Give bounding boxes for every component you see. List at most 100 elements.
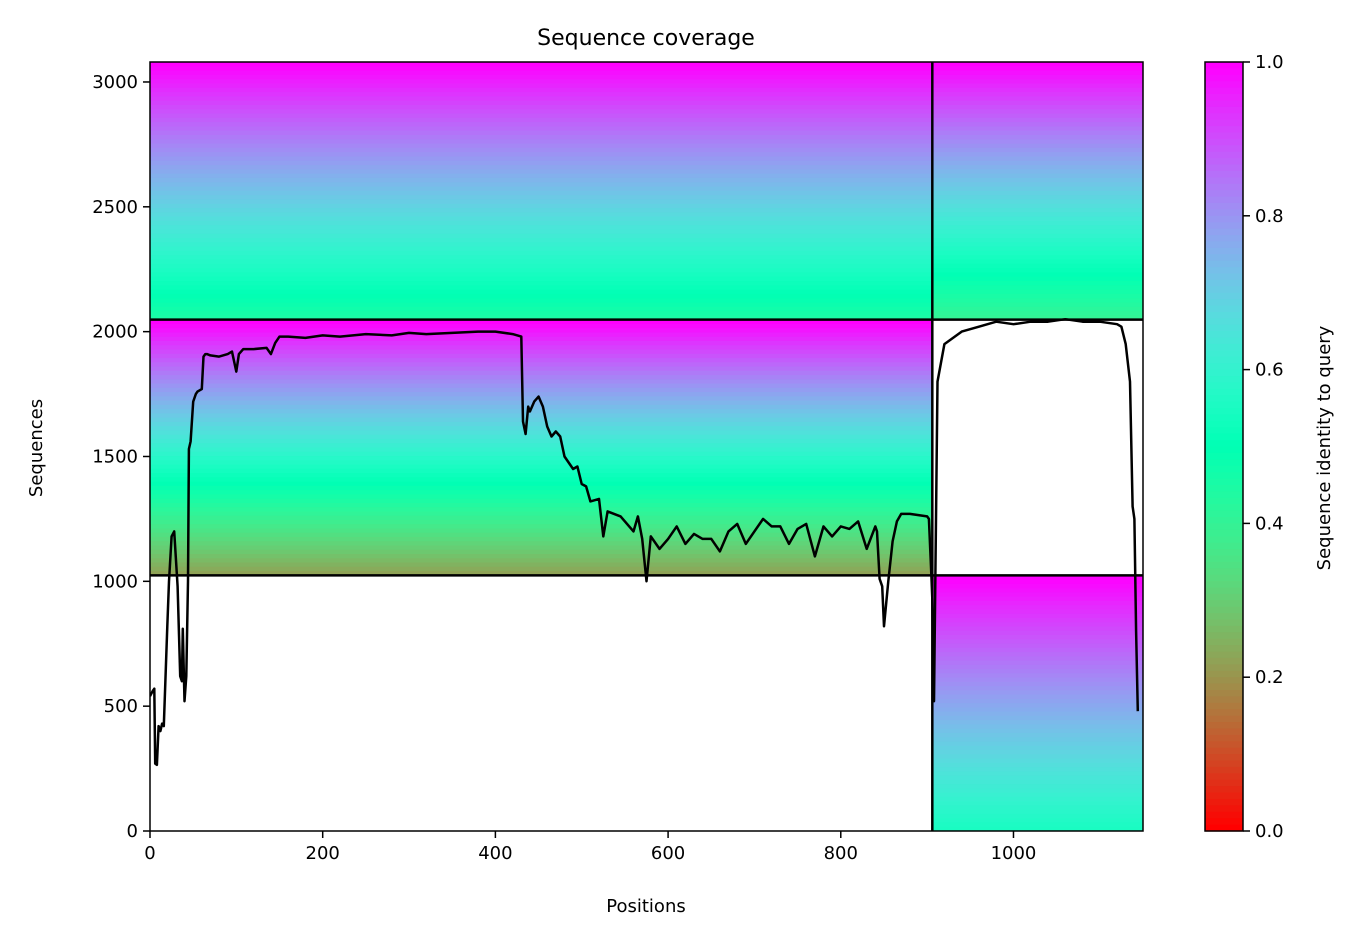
identity-strip [932, 711, 1143, 717]
colorbar-segment [1205, 600, 1243, 608]
colorbar-segment [1205, 94, 1243, 102]
identity-strip [150, 212, 933, 218]
identity-strip [150, 362, 933, 368]
identity-strip [150, 464, 933, 470]
colorbar-segment [1205, 299, 1243, 307]
x-tick-label: 600 [651, 843, 685, 864]
colorbar-segment [1205, 766, 1243, 774]
colorbar-segment [1205, 632, 1243, 640]
identity-strip [932, 135, 1143, 140]
colorbar-segment [1205, 619, 1243, 627]
chart-title: Sequence coverage [537, 26, 755, 51]
coverage-line-layer [150, 317, 1140, 767]
identity-strip [150, 109, 933, 115]
identity-strip [932, 596, 1143, 602]
identity-strip [150, 182, 933, 188]
identity-strip [932, 809, 1143, 815]
block-bottom-right [932, 575, 1143, 831]
colorbar-segment [1205, 279, 1243, 287]
colorbar-segment [1205, 267, 1243, 275]
identity-strip [150, 242, 933, 248]
identity-strip [932, 617, 1143, 623]
identity-strip [150, 481, 933, 487]
y-tick-label: 0 [127, 821, 138, 842]
colorbar-segment [1205, 331, 1243, 339]
colorbar-segment [1205, 702, 1243, 710]
identity-strip [150, 456, 933, 461]
colorbar-segment [1205, 62, 1243, 70]
colorbar-segment [1205, 414, 1243, 422]
identity-strip [150, 345, 933, 351]
colorbar-segment [1205, 805, 1243, 813]
identity-strip [932, 732, 1143, 738]
identity-strip [932, 826, 1143, 831]
identity-strip [932, 289, 1143, 295]
identity-strip [932, 186, 1143, 192]
colorbar-segment [1205, 683, 1243, 691]
identity-strip [150, 246, 933, 252]
identity-strip [150, 558, 933, 564]
identity-strip [150, 281, 933, 286]
colorbar-segment [1205, 427, 1243, 435]
colorbar-segment [1205, 798, 1243, 806]
identity-strip [150, 387, 933, 393]
colorbar-segment [1205, 132, 1243, 140]
identity-strip [932, 588, 1143, 593]
identity-strip [150, 409, 933, 415]
colorbar-segment [1205, 254, 1243, 262]
colorbar-segment [1205, 382, 1243, 390]
identity-strip [932, 143, 1143, 149]
identity-strip [150, 83, 933, 89]
identity-strip [150, 434, 933, 440]
identity-strip [150, 165, 933, 170]
identity-strip [932, 306, 1143, 312]
identity-strip [150, 66, 933, 72]
identity-strip [150, 160, 933, 166]
x-tick-label: 400 [478, 843, 512, 864]
identity-strip [932, 311, 1143, 316]
identity-strip [150, 532, 933, 538]
colorbar-frame [1204, 61, 1244, 832]
y-axis-label: Sequences [26, 399, 47, 497]
identity-strip [932, 818, 1143, 824]
colorbar-segment [1205, 593, 1243, 601]
identity-strip [150, 263, 933, 269]
identity-strip [150, 302, 933, 308]
identity-strip [150, 259, 933, 265]
colorbar-segment [1205, 465, 1243, 473]
identity-strip [932, 758, 1143, 764]
colorbar-segment [1205, 715, 1243, 723]
identity-strip [150, 311, 933, 316]
identity-strip [150, 319, 933, 325]
colorbar-label: Sequence identity to query [1314, 325, 1335, 570]
colorbar-segment [1205, 613, 1243, 621]
colorbar-segment [1205, 433, 1243, 441]
colorbar-segment [1205, 401, 1243, 409]
colorbar-segment [1205, 241, 1243, 249]
identity-strip [150, 515, 933, 521]
colorbar-segment [1205, 286, 1243, 294]
colorbar-segment [1205, 222, 1243, 230]
identity-strip [150, 511, 933, 517]
identity-strip [150, 298, 933, 304]
identity-strip [150, 238, 933, 243]
identity-strip [932, 242, 1143, 248]
identity-strip [932, 169, 1143, 175]
identity-strip [150, 135, 933, 140]
colorbar-segment [1205, 158, 1243, 166]
colorbar-segment [1205, 568, 1243, 576]
identity-strip [150, 315, 933, 321]
identity-strip [150, 366, 933, 372]
colorbar-segment [1205, 260, 1243, 268]
identity-strip [932, 302, 1143, 308]
colorbar-segment [1205, 747, 1243, 755]
identity-strip [932, 225, 1143, 231]
x-tick-label: 0 [144, 843, 155, 864]
identity-strip [150, 404, 933, 410]
colorbar-segment [1205, 273, 1243, 281]
y-tick-label: 1500 [92, 446, 138, 467]
identity-strip [150, 208, 933, 213]
identity-strip [150, 199, 933, 205]
identity-strip [932, 203, 1143, 209]
identity-strip [150, 340, 933, 346]
